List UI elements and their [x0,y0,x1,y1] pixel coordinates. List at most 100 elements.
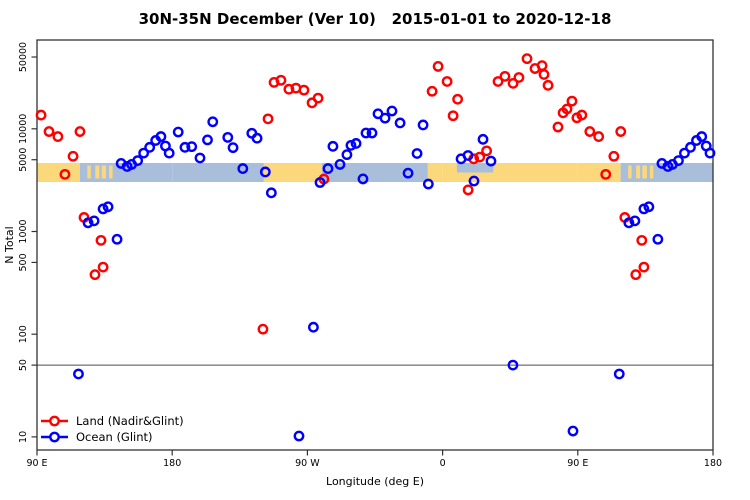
data-point [629,215,641,227]
data-point [222,131,234,143]
legend-marker-circle [49,431,60,443]
data-point [283,83,295,95]
data-point [679,147,690,159]
y-tick-label: 100 [18,325,29,343]
data-point [652,233,664,245]
data-point [357,173,369,185]
data-point [513,72,525,83]
data-point [584,126,596,137]
data-point [186,141,198,153]
data-point [88,215,100,227]
data-point [474,151,486,163]
data-point [507,359,519,371]
data-point [685,141,696,153]
data-point [262,113,274,125]
land-points [35,53,650,335]
data-point [257,323,269,335]
y-tick-label: 5000 [18,148,29,172]
data-point [74,126,86,137]
x-tick-label: 90 E [567,458,588,469]
data-point [447,110,459,122]
data-point [643,201,655,213]
data-point [608,150,620,162]
data-point [394,117,406,129]
x-tick-label: 90 W [295,458,320,469]
data-point [275,74,287,86]
data-point [251,132,263,144]
chart-title: 30N-35N December (Ver 10) 2015-01-01 to … [138,10,612,28]
data-point [334,159,346,170]
axes: 90 E 180 90 W 0 90 E 180 10 50 100 500 1000 5000 100… [18,42,722,469]
island-segment [109,165,113,179]
data-point [613,368,625,380]
data-point [67,150,79,162]
data-point [366,127,378,139]
data-point [696,131,708,142]
data-point [485,155,497,167]
data-point [552,121,564,133]
island-segment [642,165,647,179]
data-point [350,138,362,149]
strip-map [37,163,713,182]
data-point [432,61,444,72]
data-point [417,119,429,131]
data-point [379,112,391,124]
data-point [237,163,249,174]
y-tick-label: 1000 [18,219,29,243]
data-point [43,126,55,137]
island-segment [649,165,654,179]
island-segment [101,165,107,179]
data-point [132,155,144,167]
data-point [623,217,635,229]
data-point [82,217,94,229]
data-point [89,269,101,281]
data-point [314,177,326,188]
land-segment [577,163,621,182]
island-segment [95,165,100,179]
y-axis-label: N Total [3,226,16,263]
data-point [207,116,219,128]
data-point [293,430,305,442]
data-point [571,112,583,124]
data-point [345,139,357,151]
data-point [111,233,123,245]
x-tick-label: 180 [704,458,722,469]
island-segment [636,165,641,179]
data-point [227,142,239,154]
data-point [163,147,175,159]
data-point [138,147,150,159]
y-tick-label: 50000 [18,42,29,72]
data-point [615,126,627,137]
data-point [462,150,474,161]
ocean-segment [321,163,428,182]
data-point [144,141,156,153]
ocean-segment [172,163,264,182]
data-point [402,167,414,179]
data-point [492,76,504,87]
x-tick-label: 90 E [26,458,47,469]
data-point [259,166,271,178]
data-point [462,184,474,196]
data-point [95,234,107,246]
x-tick-label: 0 [440,458,446,469]
data-point [298,84,310,96]
island-segment [628,165,632,179]
x-tick-label: 180 [163,458,181,469]
legend-item-ocean: Ocean (Glint) [41,430,153,444]
data-point [386,105,398,117]
mediterranean-notch [456,163,494,173]
data-point [97,261,109,273]
data-point [312,92,324,104]
data-point [327,140,339,152]
data-point [422,178,434,190]
x-axis-label: Longitude (deg E) [326,475,424,488]
data-point [593,131,605,142]
data-point [673,155,684,167]
ocean-points [73,105,716,442]
data-point [561,103,573,115]
island-segment [87,165,91,179]
data-point [35,109,47,121]
land-segment [37,163,80,182]
data-point [521,53,533,65]
